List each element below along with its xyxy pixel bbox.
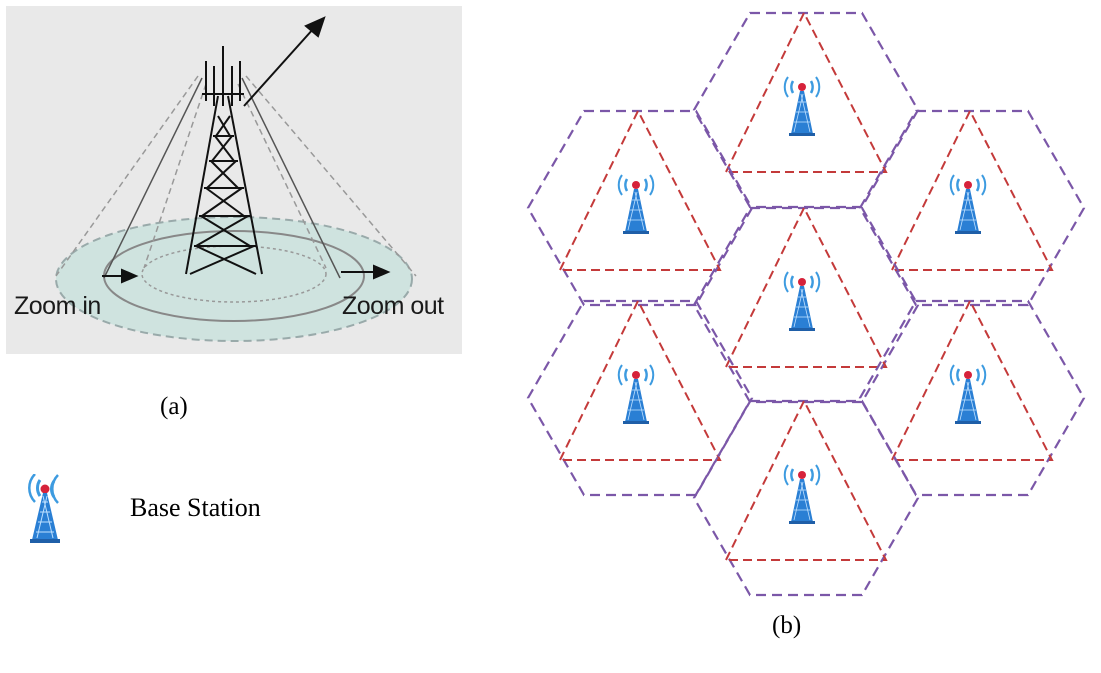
base-station-icon: [949, 173, 987, 236]
zoom-in-label: Zoom in: [14, 292, 101, 320]
hex-cell: [692, 398, 920, 597]
legend-label: Base Station: [130, 493, 261, 522]
beam-lines: [103, 77, 341, 279]
triangle-border: [890, 298, 1054, 461]
triangle-border: [724, 10, 888, 173]
caption-a: (a): [160, 393, 188, 420]
triangle-border: [724, 398, 888, 561]
zoom-tower-drawing: [55, 16, 417, 342]
hexagon-border: [526, 299, 754, 497]
antenna-array: [202, 46, 244, 106]
hexagon-border: [858, 109, 1086, 307]
hex-cell: [858, 298, 1086, 497]
triangle-border: [558, 108, 722, 271]
zoom-illustration: Zoom in Zoom out: [6, 6, 462, 354]
triangle-border: [724, 205, 888, 368]
base-station-icon: [783, 270, 821, 333]
base-station-icon: [617, 363, 655, 426]
hex-cell: [526, 298, 754, 497]
dashed-beam-lines: [55, 75, 417, 277]
base-station-icon: [617, 173, 655, 236]
triangle-border: [890, 108, 1054, 271]
base-station-icon: [783, 463, 821, 526]
base-station-icon: [949, 363, 987, 426]
caption-b: (b): [772, 612, 802, 639]
hexagon-border: [692, 399, 920, 597]
base-station-icon: [783, 75, 821, 138]
hex-cell: [858, 108, 1086, 307]
triangle-border: [558, 298, 722, 461]
tower-lattice: [185, 95, 263, 275]
hex-cell: [692, 10, 920, 209]
arrows: [102, 16, 391, 284]
zoom-out-label: Zoom out: [342, 292, 444, 320]
hex-cell: [526, 108, 754, 307]
hex-cell: [692, 205, 920, 404]
hexagon-border: [858, 299, 1086, 497]
legend-base-station-icon: [24, 473, 94, 555]
